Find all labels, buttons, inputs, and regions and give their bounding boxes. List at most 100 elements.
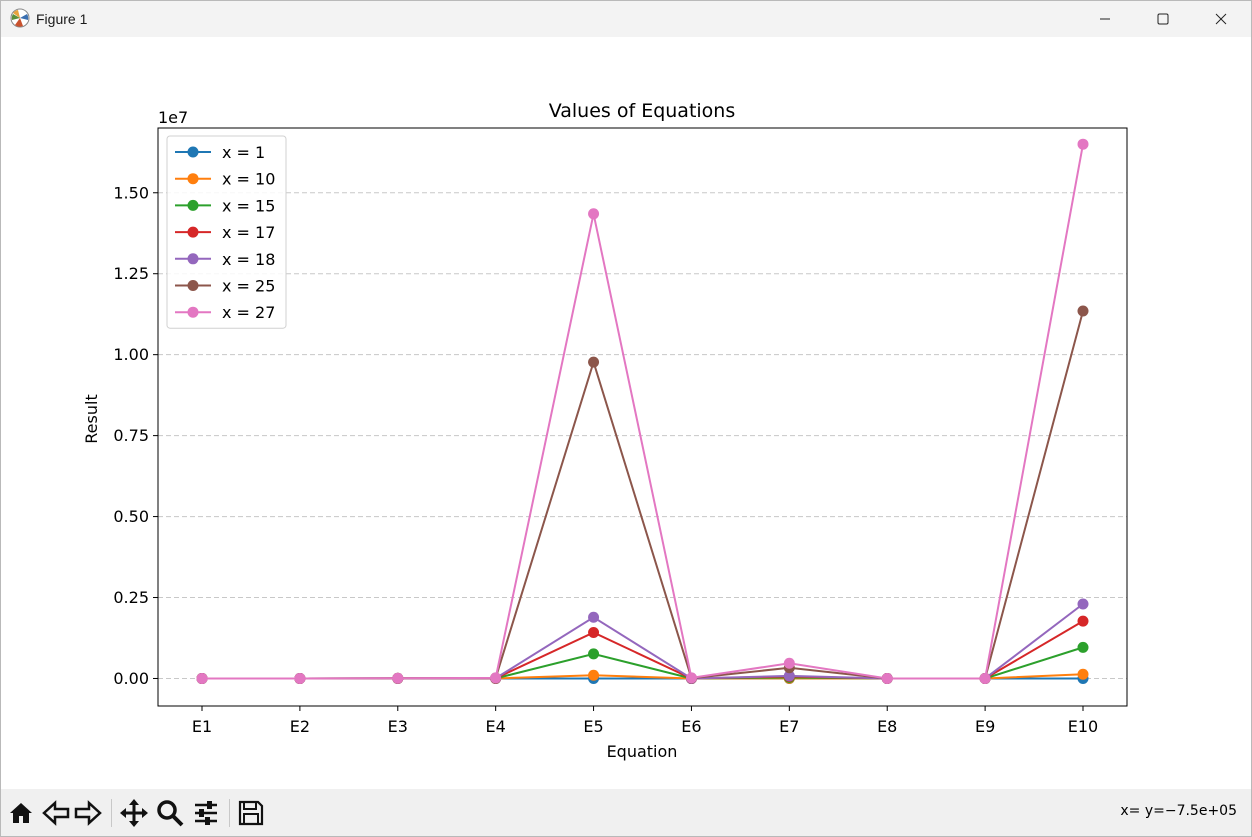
- data-point: [392, 672, 404, 684]
- coordinate-readout: x= y=−7.5e+05: [1120, 803, 1237, 819]
- back-icon: [42, 800, 70, 826]
- zoom-button[interactable]: [155, 797, 185, 829]
- figure-canvas[interactable]: Values of Equations 1e7 Equation Result …: [1, 37, 1251, 789]
- legend-marker: [187, 280, 199, 291]
- home-button[interactable]: [7, 797, 35, 829]
- series: [196, 305, 1089, 684]
- axis-ticks: 0.00 0.25 0.50 0.75 1.00 1.25 1.50 E1 E2 E3 E4 E5 E6…: [113, 183, 1098, 736]
- series-line: [202, 310, 1084, 680]
- close-icon: [1215, 13, 1227, 25]
- y-tick-label: 0.25: [113, 588, 149, 607]
- maximize-icon: [1157, 13, 1169, 25]
- data-point: [1077, 615, 1089, 627]
- data-point: [196, 672, 208, 684]
- zoom-icon: [157, 800, 184, 827]
- legend-marker: [187, 173, 199, 185]
- legend-box: [166, 135, 287, 329]
- series-line: [202, 620, 1084, 680]
- maximize-button[interactable]: [1134, 1, 1192, 37]
- legend[interactable]: x = 1 x = 10 x = 15 x = 17 x = 18 x = 25 x = 2…: [166, 135, 287, 329]
- x-tick-label: E10: [1068, 717, 1098, 736]
- save-icon: [238, 800, 264, 826]
- x-tick-label: E9: [975, 717, 995, 736]
- legend-marker: [187, 226, 199, 238]
- close-button[interactable]: [1192, 1, 1250, 37]
- y-tick-label: 0.75: [113, 426, 149, 445]
- toolbar-separator: [111, 799, 112, 827]
- forward-icon: [74, 800, 102, 826]
- data-point: [490, 672, 502, 684]
- legend-label: x = 18: [222, 250, 275, 269]
- configure-subplots-button[interactable]: [191, 797, 221, 829]
- configure-subplots-icon: [195, 801, 217, 825]
- pan-icon: [120, 799, 148, 827]
- home-icon: [10, 803, 32, 823]
- series: [196, 138, 1089, 684]
- series: [196, 668, 1089, 684]
- data-point: [588, 626, 600, 638]
- line-chart[interactable]: Values of Equations 1e7 Equation Result …: [1, 37, 1251, 789]
- legend-label: x = 1: [222, 143, 265, 162]
- x-tick-label: E5: [583, 717, 603, 736]
- data-point: [881, 672, 893, 684]
- data-point: [1077, 641, 1089, 653]
- y-tick-label: 1.50: [113, 183, 149, 202]
- series-line: [201, 144, 1084, 680]
- data-point: [588, 611, 600, 623]
- data-point: [1077, 305, 1089, 317]
- x-tick-label: E3: [388, 717, 408, 736]
- chart-title: Values of Equations: [549, 100, 736, 122]
- data-point: [783, 670, 795, 682]
- data-point: [588, 648, 600, 660]
- data-point: [783, 657, 795, 669]
- data-series: [196, 138, 1089, 684]
- legend-label: x = 10: [222, 170, 275, 189]
- matplotlib-icon: [10, 8, 30, 28]
- navigation-toolbar: x= y=−7.5e+05: [1, 789, 1251, 836]
- toolbar-separator: [229, 799, 230, 827]
- forward-button[interactable]: [73, 797, 103, 829]
- title-bar[interactable]: Figure 1: [1, 1, 1251, 37]
- x-tick-label: E2: [290, 717, 310, 736]
- legend-label: x = 15: [222, 196, 275, 215]
- legend-label: x = 25: [222, 277, 275, 296]
- minimize-button[interactable]: [1076, 1, 1134, 37]
- data-point: [1077, 138, 1089, 150]
- legend-label: x = 17: [222, 223, 275, 242]
- legend-marker: [187, 306, 199, 318]
- pan-button[interactable]: [119, 797, 149, 829]
- data-point: [979, 672, 991, 684]
- data-point: [588, 669, 600, 681]
- data-point: [588, 356, 600, 368]
- plot-frame: [157, 127, 1128, 707]
- x-tick-label: E4: [486, 717, 506, 736]
- series-line: [202, 603, 1084, 680]
- legend-marker: [187, 199, 199, 211]
- x-tick-label: E6: [681, 717, 701, 736]
- x-tick-label: E8: [877, 717, 897, 736]
- data-point: [294, 672, 306, 684]
- window-title: Figure 1: [36, 11, 88, 27]
- y-tick-label: 0.50: [113, 507, 149, 526]
- y-tick-label: 0.00: [113, 669, 149, 688]
- y-axis-label: Result: [82, 394, 101, 443]
- series: [196, 598, 1089, 684]
- y-tick-label: 1.25: [113, 264, 149, 283]
- minimize-icon: [1100, 18, 1110, 20]
- x-tick-label: E7: [779, 717, 799, 736]
- x-tick-label: E1: [192, 717, 212, 736]
- save-button[interactable]: [237, 797, 265, 829]
- legend-marker: [187, 253, 199, 265]
- back-button[interactable]: [41, 797, 71, 829]
- series-line: [202, 646, 1084, 680]
- data-point: [685, 672, 697, 684]
- y-tick-label: 1.00: [113, 345, 149, 364]
- y-offset-label: 1e7: [158, 108, 188, 127]
- data-point: [1077, 598, 1089, 610]
- series: [196, 615, 1089, 684]
- legend-marker: [187, 146, 199, 158]
- data-point: [588, 208, 600, 220]
- x-axis-label: Equation: [607, 742, 678, 761]
- grid-lines: [158, 192, 1127, 679]
